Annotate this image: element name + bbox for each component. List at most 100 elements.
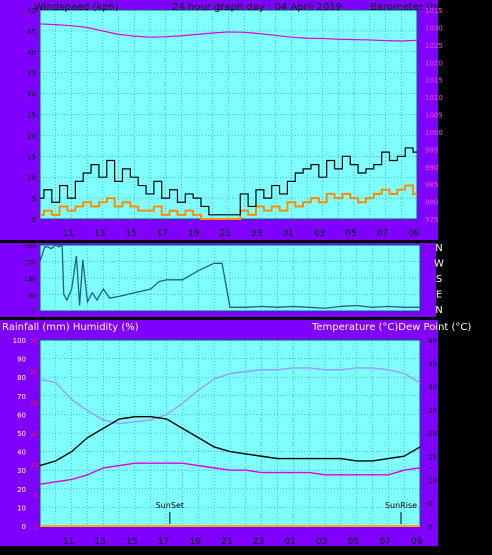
humidity-tick-label: 50 bbox=[17, 430, 26, 438]
series-layer bbox=[39, 23, 421, 527]
rainfall-tick-label: 10 bbox=[30, 462, 38, 469]
time-tick-label: 11 bbox=[63, 229, 74, 239]
windspeed-tick-label: 10 bbox=[27, 174, 36, 182]
time-tick-label: 23 bbox=[251, 229, 262, 239]
direction-degree-label: 360 bbox=[25, 243, 37, 250]
compass-label: E bbox=[436, 290, 442, 301]
time-tick-label: 13 bbox=[94, 229, 105, 239]
temperature-line bbox=[39, 416, 421, 467]
temperature-tick-label: 5 bbox=[428, 500, 432, 508]
direction-degree-label: 270 bbox=[25, 260, 37, 267]
time-tick-label: 07 bbox=[379, 537, 390, 547]
windspeed-tick-label: 20 bbox=[27, 132, 36, 140]
windspeed-tick-label: 35 bbox=[27, 70, 36, 78]
temperature-tick-label: 25 bbox=[428, 407, 437, 415]
time-tick-label: 03 bbox=[314, 229, 325, 239]
time-tick-label: 15 bbox=[126, 537, 137, 547]
wind-direction-line bbox=[39, 243, 420, 309]
humidity-tick-label: 80 bbox=[17, 374, 26, 382]
barometer-tick-label: 1030 bbox=[425, 24, 443, 32]
barometer-tick-label: 1020 bbox=[425, 59, 443, 67]
sunrise-label: SunRise bbox=[385, 501, 417, 510]
wind-average-line bbox=[40, 184, 417, 220]
time-tick-label: 21 bbox=[221, 537, 232, 547]
direction-degree-label: 180 bbox=[25, 276, 37, 283]
barometer-tick-label: 1025 bbox=[425, 42, 443, 50]
rainfall-tick-label: 15 bbox=[30, 431, 38, 438]
chart-date-title: 24 hour graph day : 04 April 2019 bbox=[172, 2, 342, 13]
temperature-tick-label: 40 bbox=[428, 337, 437, 345]
windspeed-tick-label: 0 bbox=[32, 216, 36, 224]
time-tick-label: 09 bbox=[408, 229, 420, 239]
time-tick-label: 05 bbox=[345, 229, 356, 239]
wind-gust-line bbox=[40, 147, 417, 216]
humidity-tick-label: 20 bbox=[17, 486, 26, 494]
time-tick-label: 07 bbox=[377, 229, 388, 239]
time-tick-label: 03 bbox=[316, 537, 327, 547]
barometer-tick-label: 1000 bbox=[425, 129, 443, 137]
time-tick-label: 17 bbox=[158, 537, 169, 547]
barometer-tick-label: 1005 bbox=[425, 112, 443, 120]
barometer-axis-title: Barometer (hpa) bbox=[370, 2, 453, 13]
barometer-tick-label: 1035 bbox=[425, 7, 443, 15]
humidity-tick-label: 100 bbox=[13, 337, 26, 345]
temperature-tick-label: 20 bbox=[428, 430, 437, 438]
dewpoint-line bbox=[39, 462, 421, 485]
time-tick-label: 11 bbox=[63, 537, 74, 547]
windspeed-tick-label: 30 bbox=[27, 91, 36, 99]
windspeed-tick-label: 15 bbox=[27, 153, 36, 161]
barometer-tick-label: 980 bbox=[425, 199, 438, 207]
windspeed-tick-label: 25 bbox=[27, 112, 36, 120]
direction-degree-label: 0 bbox=[32, 309, 36, 316]
barometer-tick-label: 1010 bbox=[425, 94, 443, 102]
windspeed-tick-label: 40 bbox=[27, 49, 36, 57]
humidity-line bbox=[39, 367, 421, 425]
rain-humidity-title: Rainfall (mm) Humidity (%) bbox=[2, 322, 139, 333]
temperature-tick-label: 35 bbox=[428, 360, 437, 368]
rainfall-tick-label: 25 bbox=[30, 369, 38, 376]
temperature-tick-label: 15 bbox=[428, 453, 437, 461]
sunset-label: SunSet bbox=[156, 501, 184, 510]
rainfall-tick-label: 0 bbox=[34, 524, 38, 531]
barometer-tick-label: 1015 bbox=[425, 77, 443, 85]
compass-label: N bbox=[435, 305, 442, 316]
humidity-tick-label: 60 bbox=[17, 411, 26, 419]
humidity-tick-label: 0 bbox=[22, 523, 26, 531]
windspeed-axis-title: Windspeed (kph) bbox=[34, 2, 119, 13]
time-tick-label: 23 bbox=[253, 537, 264, 547]
windspeed-tick-label: 45 bbox=[27, 28, 36, 36]
time-tick-label: 15 bbox=[125, 229, 136, 239]
barometer-tick-label: 985 bbox=[425, 181, 438, 189]
time-tick-label: 09 bbox=[411, 537, 423, 547]
rainfall-tick-label: 20 bbox=[30, 400, 38, 407]
compass-label: W bbox=[434, 259, 444, 270]
barometer-tick-label: 995 bbox=[425, 146, 438, 154]
grid-layer bbox=[39, 9, 421, 527]
humidity-tick-label: 30 bbox=[17, 467, 26, 475]
rainfall-tick-label: 5 bbox=[34, 493, 38, 500]
time-tick-label: 01 bbox=[284, 537, 295, 547]
humidity-tick-label: 10 bbox=[17, 504, 26, 512]
time-tick-label: 13 bbox=[94, 537, 105, 547]
windspeed-tick-label: 50 bbox=[27, 7, 36, 15]
direction-degree-label: 90 bbox=[28, 293, 36, 300]
temperature-dewpoint-title: Temperature (°C)Dew Point (°C) bbox=[311, 322, 471, 333]
compass-label: N bbox=[435, 243, 442, 254]
time-tick-label: 17 bbox=[157, 229, 168, 239]
rainfall-tick-label: 30 bbox=[30, 338, 38, 345]
windspeed-tick-label: 5 bbox=[32, 195, 36, 203]
temperature-tick-label: 30 bbox=[428, 384, 437, 392]
time-tick-label: 21 bbox=[220, 229, 231, 239]
barometer-tick-label: 990 bbox=[425, 164, 438, 172]
time-tick-label: 05 bbox=[348, 537, 359, 547]
time-tick-label: 01 bbox=[282, 229, 293, 239]
humidity-tick-label: 70 bbox=[17, 393, 26, 401]
barometer-tick-label: 975 bbox=[425, 216, 438, 224]
time-tick-label: 19 bbox=[188, 229, 200, 239]
barometer-line bbox=[39, 23, 418, 42]
compass-label: S bbox=[436, 274, 442, 285]
temperature-tick-label: 0 bbox=[428, 523, 432, 531]
